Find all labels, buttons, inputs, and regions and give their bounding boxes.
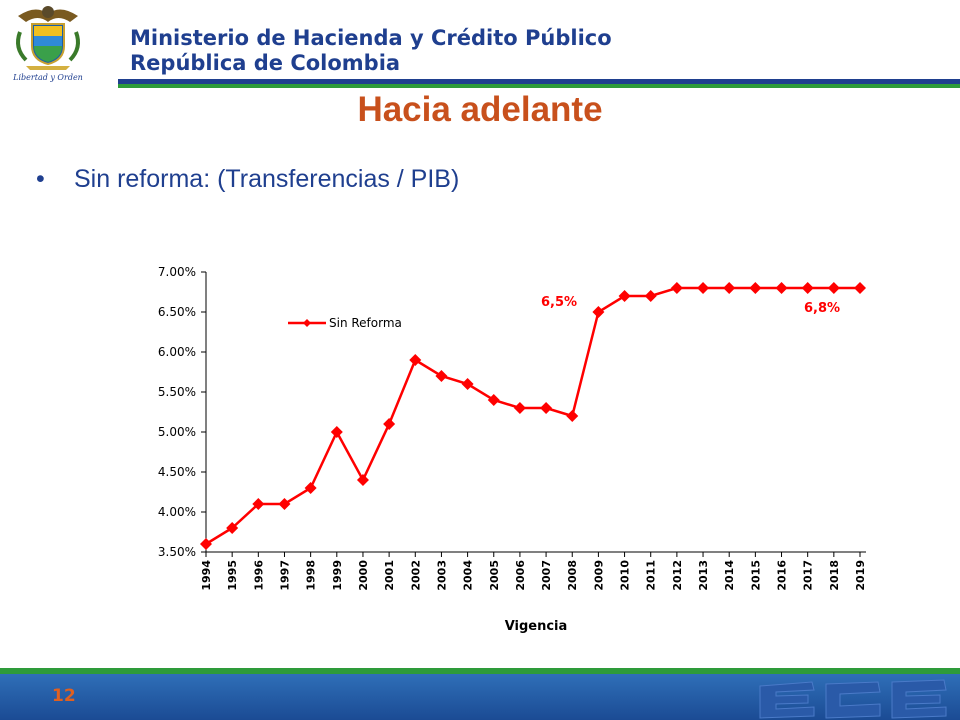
data-point-2005 <box>487 394 500 406</box>
x-tick-label: 1997 <box>278 560 291 591</box>
x-tick-label: 2008 <box>566 560 579 591</box>
series-line-sin-reforma <box>205 286 860 546</box>
x-tick-label: 2000 <box>357 560 370 591</box>
x-tick-label: 2004 <box>462 560 475 591</box>
x-tick-label: 1995 <box>226 560 239 591</box>
y-tick-label: 5.00% <box>158 425 196 439</box>
data-point-2018 <box>827 282 840 294</box>
data-point-2013 <box>697 282 710 294</box>
footer-rule-green <box>0 668 960 674</box>
x-tick-label: 2003 <box>435 560 448 591</box>
x-tick-label: 2011 <box>645 560 658 591</box>
x-tick-label: 1994 <box>200 560 213 591</box>
coat-of-arms-logo: Libertad y Orden <box>12 6 83 82</box>
x-tick-label: 2005 <box>488 560 501 591</box>
data-point-2004 <box>461 378 474 390</box>
data-point-2015 <box>749 282 762 294</box>
data-point-2008 <box>566 410 579 422</box>
x-tick-label: 2012 <box>671 560 684 591</box>
x-tick-label: 2018 <box>828 560 841 591</box>
data-point-2001 <box>383 418 396 430</box>
bullet-icon: • <box>36 165 45 193</box>
x-tick-labels: 1994 1995 1996 1997 1998 1999 2000 2001 2002 2003… <box>200 552 867 591</box>
y-tick-label: 4.00% <box>158 505 196 519</box>
data-point-1996 <box>252 498 265 510</box>
x-tick-label: 2006 <box>514 560 527 591</box>
x-tick-label: 1999 <box>331 560 344 591</box>
country-name: República de Colombia <box>130 51 401 75</box>
annotation-2019: 6,8% <box>804 301 840 316</box>
header-rule-blue <box>118 79 960 84</box>
x-tick-label: 2010 <box>619 560 632 591</box>
x-tick-label: 2007 <box>540 560 553 591</box>
x-tick-label: 2013 <box>697 560 710 591</box>
x-tick-label: 2002 <box>409 560 422 591</box>
x-tick-label: 1996 <box>252 560 265 591</box>
annotation-2009: 6,5% <box>541 295 577 310</box>
y-tick-label: 6.50% <box>158 305 196 319</box>
data-point-2017 <box>801 282 814 294</box>
data-point-2016 <box>775 282 788 294</box>
y-tick-label: 7.00% <box>158 265 196 279</box>
data-point-1995 <box>226 522 239 534</box>
data-point-2006 <box>513 402 526 414</box>
y-tick-label: 6.00% <box>158 345 196 359</box>
header: Libertad y Orden Ministerio de Hacienda … <box>0 0 960 88</box>
x-tick-label: 2019 <box>854 560 867 591</box>
y-tick-labels: 3.50% 4.00% 4.50% 5.00% 5.50% 6.00% 6.50% 7.00% <box>158 265 206 559</box>
x-tick-label: 2016 <box>776 560 789 591</box>
legend-label: Sin Reforma <box>329 316 402 330</box>
data-point-1997 <box>278 498 291 510</box>
legend: Sin Reforma <box>288 316 402 330</box>
x-tick-label: 2014 <box>723 560 736 591</box>
data-point-2012 <box>670 282 683 294</box>
y-tick-label: 5.50% <box>158 385 196 399</box>
header-rule-green <box>118 84 960 88</box>
data-point-2014 <box>723 282 736 294</box>
data-point-2009 <box>592 306 605 318</box>
y-tick-label: 3.50% <box>158 545 196 559</box>
legend-marker-icon <box>303 319 311 327</box>
y-tick-label: 4.50% <box>158 465 196 479</box>
logo-caption: Libertad y Orden <box>12 73 83 82</box>
x-tick-label: 2015 <box>749 560 762 591</box>
data-point-2003 <box>435 370 448 382</box>
data-point-2002 <box>409 354 422 366</box>
data-point-2000 <box>356 474 369 486</box>
x-tick-label: 2017 <box>802 560 815 591</box>
x-tick-label: 2001 <box>383 560 396 591</box>
data-point-2011 <box>644 290 657 302</box>
x-tick-label: 1998 <box>305 560 318 591</box>
slide-title: Hacia adelante <box>357 90 603 129</box>
ministry-heading: Ministerio de Hacienda y Crédito Público… <box>130 26 612 76</box>
data-point-2019 <box>854 282 866 294</box>
data-point-1998 <box>304 482 317 494</box>
data-point-1994 <box>200 538 212 550</box>
x-tick-label: 2009 <box>592 560 605 591</box>
page-number: 12 <box>52 686 76 706</box>
ministry-name: Ministerio de Hacienda y Crédito Público <box>130 26 612 50</box>
bullet-text: Sin reforma: (Transferencias / PIB) <box>74 165 460 193</box>
x-axis-title: Vigencia <box>505 619 568 634</box>
data-point-2007 <box>540 402 553 414</box>
series-points <box>200 282 866 550</box>
data-point-1999 <box>330 426 343 438</box>
transfers-line-chart: 3.50% 4.00% 4.50% 5.00% 5.50% 6.00% 6.50% 7.00%… <box>158 265 867 634</box>
brand-blocks-logo <box>759 679 947 719</box>
data-point-2010 <box>618 290 631 302</box>
